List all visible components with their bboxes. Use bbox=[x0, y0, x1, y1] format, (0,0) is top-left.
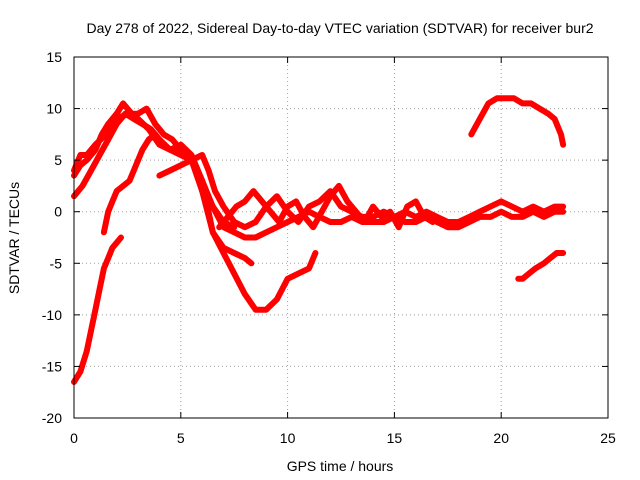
series-arc-h bbox=[216, 182, 436, 231]
y-tick-label: -20 bbox=[42, 410, 62, 426]
y-tick-label: -15 bbox=[42, 358, 62, 374]
y-tick-label: 0 bbox=[54, 204, 62, 220]
series-arc-e bbox=[71, 110, 238, 231]
x-tick-label: 20 bbox=[493, 430, 509, 446]
series-arc-b bbox=[100, 131, 163, 236]
series-arc-i bbox=[468, 95, 567, 148]
y-tick-label: 15 bbox=[46, 49, 62, 65]
y-axis-label: SDTVAR / TECUs bbox=[6, 182, 22, 294]
plot-frame bbox=[73, 56, 609, 419]
series-arc-g bbox=[199, 188, 567, 241]
grid bbox=[74, 57, 608, 418]
chart-title: Day 278 of 2022, Sidereal Day-to-day VTE… bbox=[86, 20, 593, 36]
x-tick-label: 0 bbox=[70, 430, 78, 446]
y-tick-label: 5 bbox=[54, 152, 62, 168]
series-arc-a bbox=[71, 234, 124, 385]
x-tick-label: 5 bbox=[177, 430, 185, 446]
x-tick-label: 10 bbox=[280, 430, 296, 446]
y-tick-label: 10 bbox=[46, 101, 62, 117]
x-tick-label: 25 bbox=[600, 430, 616, 446]
x-axis-label: GPS time / hours bbox=[287, 458, 394, 474]
series-arc-j bbox=[515, 250, 567, 282]
y-tick-label: -5 bbox=[50, 255, 63, 271]
y-tick-label: -10 bbox=[42, 307, 62, 323]
series-group bbox=[71, 95, 567, 385]
axis-ticks: 0 5 10 15 20 25 -20 -15 -10 -5 0 5 10 15 bbox=[42, 49, 616, 446]
x-tick-label: 15 bbox=[387, 430, 403, 446]
